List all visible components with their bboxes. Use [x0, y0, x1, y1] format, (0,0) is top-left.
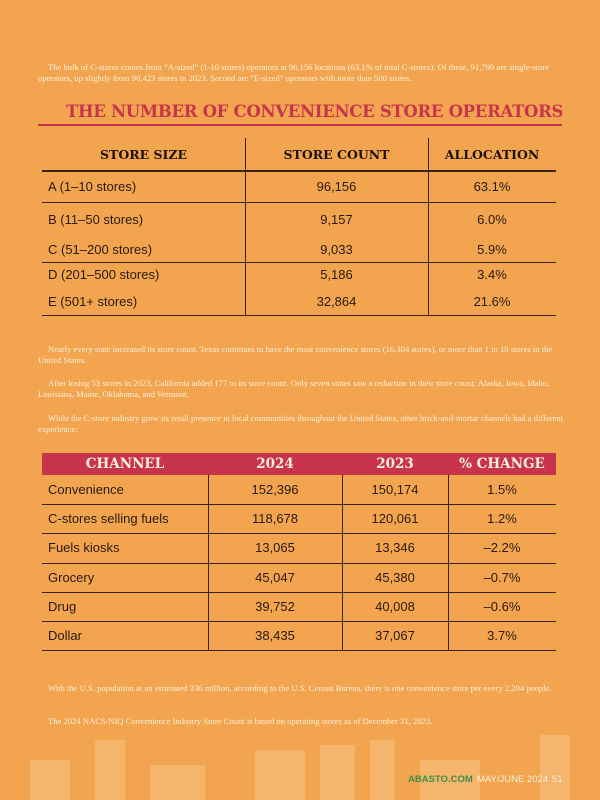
table-cell: 3.4%	[477, 267, 507, 282]
table-cell: 150,174	[371, 482, 419, 498]
table-cell: B (11–50 stores)	[48, 211, 144, 227]
column-rule	[208, 475, 209, 651]
row-rule	[42, 591, 556, 593]
table-cell: 45,380	[375, 569, 415, 585]
table-cell: Fuels kiosks	[48, 540, 120, 556]
footer-issue: MAY/JUNE 2024	[477, 774, 549, 785]
building-decoration	[255, 750, 305, 800]
row-rule	[42, 533, 556, 535]
table-header: STORE SIZE	[99, 146, 187, 162]
table-header: CHANNEL	[85, 456, 165, 472]
table-cell: 9,157	[320, 211, 353, 227]
table-cell: C (51–200 stores)	[48, 241, 153, 257]
table-cell: 38,435	[255, 628, 295, 644]
row-rule	[42, 262, 556, 263]
table-header: 2024	[256, 456, 294, 472]
table-cell: 1.5%	[487, 482, 517, 498]
row-rule	[42, 650, 556, 652]
paragraph: The 2024 NACS/NIQ Convenience Industry S…	[48, 716, 433, 726]
table-header: % CHANGE	[459, 456, 545, 472]
table-cell: D (201–500 stores)	[48, 267, 160, 282]
column-rule	[342, 475, 343, 651]
table-header: ALLOCATION	[444, 146, 540, 162]
header-band	[42, 453, 556, 475]
building-decoration	[420, 760, 480, 800]
table-cell: –0.7%	[483, 569, 521, 585]
paragraph: Nearly every state increased its store c…	[38, 344, 553, 365]
table-cell: 96,156	[316, 178, 357, 194]
paragraph: After losing 53 stores in 2023, Californ…	[38, 378, 550, 399]
table-header: 2023	[376, 456, 414, 472]
table-cell: A (1–10 stores)	[48, 178, 137, 194]
building-decoration	[150, 765, 205, 800]
column-rule	[428, 138, 429, 315]
table-cell: Dollar	[48, 628, 82, 644]
paragraph: While the C-store industry grew its reta…	[38, 413, 564, 434]
table-cell: 37,067	[375, 628, 415, 644]
building-decoration	[95, 740, 125, 800]
row-rule	[42, 621, 556, 622]
table-cell: –0.6%	[483, 598, 521, 614]
building-decoration	[370, 740, 395, 800]
table-cell: 1.2%	[487, 511, 517, 527]
column-rule	[245, 138, 246, 315]
section-title: THE NUMBER OF CONVENIENCE STORE OPERATOR…	[66, 102, 564, 121]
table-cell: 39,752	[255, 598, 295, 614]
table-cell: 45,047	[255, 569, 295, 585]
intro-paragraph: The bulk of C-stores comes from “A-sized…	[38, 62, 550, 83]
table-cell: 118,678	[251, 511, 299, 527]
title-rule	[38, 124, 562, 126]
row-rule	[42, 202, 556, 203]
row-rule	[42, 315, 556, 316]
table-cell: 13,346	[375, 540, 415, 556]
building-decoration	[320, 745, 355, 800]
row-rule	[42, 504, 556, 506]
table-cell: 21.6%	[473, 293, 511, 309]
table-header: STORE COUNT	[283, 146, 390, 162]
table-cell: 3.7%	[487, 628, 517, 644]
table-cell: –2.2%	[483, 540, 521, 556]
building-decoration	[540, 735, 570, 800]
footer-page: 51	[552, 774, 563, 785]
building-decoration	[30, 760, 70, 800]
table-cell: 32,864	[316, 293, 357, 309]
table-cell: Grocery	[48, 569, 95, 585]
table-cell: 5.9%	[477, 241, 507, 257]
table-cell: 152,396	[251, 482, 299, 498]
table-cell: 5,186	[320, 267, 353, 282]
table-cell: 9,033	[320, 241, 353, 257]
paragraph: With the U.S. population at an estimated…	[48, 683, 552, 693]
footer-site: ABASTO.COM	[408, 774, 473, 785]
table-cell: 13,065	[255, 540, 295, 556]
row-rule	[42, 170, 556, 172]
table-cell: 40,008	[375, 598, 415, 614]
table-cell: E (501+ stores)	[48, 293, 138, 309]
table-cell: 120,061	[371, 511, 419, 527]
row-rule	[42, 562, 556, 564]
table-cell: 63.1%	[473, 178, 511, 194]
table-cell: Drug	[48, 598, 77, 614]
table-cell: C-stores selling fuels	[48, 511, 169, 527]
table-cell: 6.0%	[477, 211, 507, 227]
table-cell: Convenience	[48, 482, 124, 498]
column-rule	[448, 475, 449, 651]
